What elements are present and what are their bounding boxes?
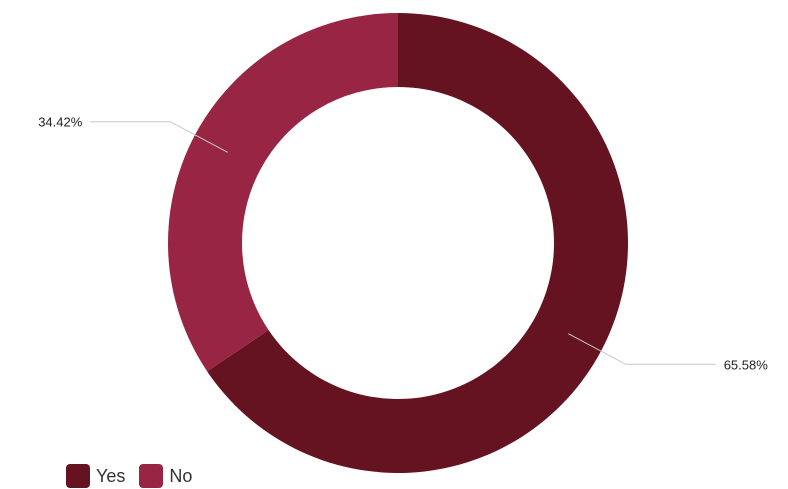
leader-lines-layer — [90, 121, 716, 365]
legend-label-no: No — [169, 465, 193, 486]
legend: Yes No — [66, 464, 192, 488]
data-label-yes: 65.58% — [724, 357, 769, 372]
leader-line-yes — [568, 333, 716, 365]
legend-swatch-no — [139, 464, 164, 488]
slice-yes[interactable] — [207, 13, 628, 473]
legend-item-yes[interactable]: Yes — [66, 464, 125, 488]
legend-swatch-yes — [66, 464, 90, 488]
legend-label-yes: Yes — [96, 465, 126, 486]
data-label-no: 34.42% — [38, 115, 83, 130]
slices-layer — [167, 13, 628, 473]
data-labels-layer: 65.58% 34.42% — [38, 115, 768, 373]
leader-line-no — [90, 121, 228, 153]
legend-item-no[interactable]: No — [139, 464, 192, 488]
slice-no[interactable] — [167, 13, 398, 372]
